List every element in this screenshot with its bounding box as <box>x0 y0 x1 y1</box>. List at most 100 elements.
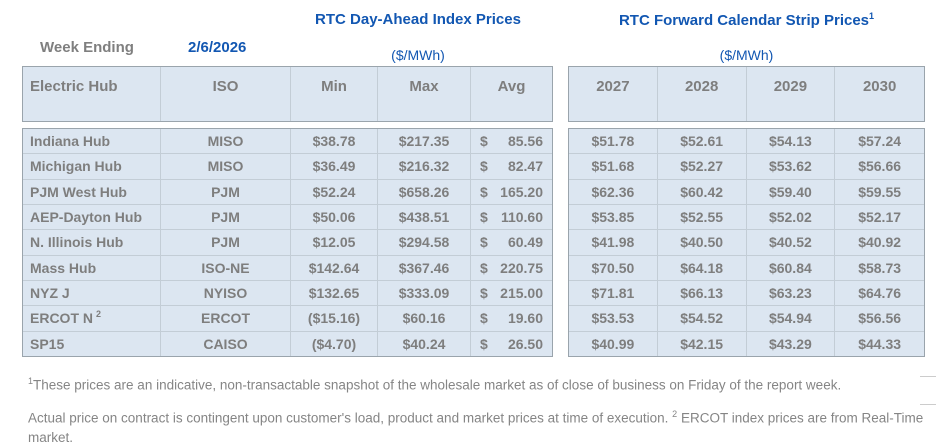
price-2028-cell: $60.42 <box>658 179 747 204</box>
price-2029-cell: $52.02 <box>747 204 836 230</box>
hub-name: Indiana Hub <box>30 133 111 150</box>
footnote-2-sup: 2 <box>672 408 678 419</box>
col-header-min: Min <box>291 67 378 121</box>
iso-cell: NYISO <box>161 280 291 306</box>
price-2030-cell: $40.92 <box>858 234 902 251</box>
avg-value: 60.49 <box>507 234 543 251</box>
avg-value: 165.20 <box>500 183 543 200</box>
max-cell: $367.46 <box>378 255 471 280</box>
iso-cell: ISO-NE <box>161 255 291 280</box>
table-row: Indiana Hub MISO $38.78 $217.35 $85.56 <box>23 129 552 155</box>
footnote-1-sup: 1 <box>28 376 34 386</box>
hub-cell: SP15 <box>23 331 161 356</box>
table-row: $62.36 $60.42 $59.40 $59.55 <box>569 179 924 205</box>
max-cell: $60.16 <box>378 306 471 331</box>
iso-cell: MISO <box>161 129 291 154</box>
currency-sign: $ <box>480 183 488 200</box>
price-2029-cell: $54.13 <box>747 129 836 154</box>
price-2027-cell: $71.81 <box>569 280 658 306</box>
price-2029-cell: $60.84 <box>747 255 836 280</box>
table-row: Mass Hub ISO-NE $142.64 $367.46 $220.75 <box>23 255 552 281</box>
price-2027-cell: $53.85 <box>569 204 658 230</box>
col-header-2030: 2030 <box>862 78 897 95</box>
avg-cell: $60.49 <box>471 230 552 254</box>
iso-cell: MISO <box>161 154 291 179</box>
avg-cell: $165.20 <box>471 180 552 204</box>
currency-sign: $ <box>480 209 488 226</box>
col-header-2027: 2027 <box>569 67 658 121</box>
price-2028-cell: $52.27 <box>658 154 747 179</box>
forward-strip-title-text: RTC Forward Calendar Strip Prices <box>618 12 870 29</box>
table-row: $51.78 $52.61 $54.13 $57.24 <box>569 129 924 155</box>
price-2029-cell: $59.40 <box>747 179 836 204</box>
hub-cell: Indiana Hub <box>23 129 161 154</box>
price-2028-cell: $52.61 <box>658 129 747 154</box>
table-row: NYZ J NYISO $132.65 $333.09 $215.00 <box>23 280 552 307</box>
price-2029-cell: $43.29 <box>747 331 836 356</box>
price-2030-cell: $59.55 <box>858 183 902 200</box>
week-ending-label: Week Ending <box>40 39 134 56</box>
price-2029-cell: $54.94 <box>747 306 836 331</box>
footnotes: 1These prices are an indicative, non-tra… <box>28 371 924 443</box>
avg-value: 82.47 <box>507 158 543 175</box>
forward-strip-table-body: $51.78 $52.61 $54.13 $57.24 $51.68 $52.2… <box>568 128 925 357</box>
gridline-artifact <box>920 404 936 405</box>
hub-name: ERCOT N <box>30 310 93 327</box>
day-ahead-header-row: Electric Hub ISO Min Max Avg <box>22 66 553 122</box>
min-cell: $142.64 <box>291 255 378 280</box>
avg-cell: $220.75 <box>471 256 552 280</box>
avg-value: 19.60 <box>507 310 543 327</box>
iso-cell: CAISO <box>161 331 291 356</box>
forward-strip-units: ($/MWh) <box>719 47 774 63</box>
price-2030-cell: $52.17 <box>858 209 902 226</box>
price-2027-cell: $51.68 <box>569 154 658 179</box>
price-2028-cell: $42.15 <box>658 331 747 356</box>
price-2030-cell: $56.56 <box>858 310 902 327</box>
table-row: N. Illinois Hub PJM $12.05 $294.58 $60.4… <box>23 230 552 256</box>
hub-name: N. Illinois Hub <box>30 234 124 251</box>
avg-cell: $215.00 <box>471 281 552 305</box>
price-2028-cell: $54.52 <box>658 306 747 331</box>
day-ahead-units: ($/MWh) <box>391 47 445 63</box>
max-cell: $217.35 <box>378 129 471 154</box>
avg-value: 110.60 <box>500 209 543 226</box>
col-header-max: Max <box>378 67 471 121</box>
hub-cell: Mass Hub <box>23 255 161 280</box>
min-cell: $52.24 <box>291 179 378 204</box>
price-2027-cell: $70.50 <box>569 255 658 280</box>
table-row: PJM West Hub PJM $52.24 $658.26 $165.20 <box>23 179 552 205</box>
currency-sign: $ <box>480 285 488 302</box>
avg-cell: $82.47 <box>471 154 552 178</box>
min-cell: $12.05 <box>291 230 378 255</box>
max-cell: $438.51 <box>378 204 471 230</box>
hub-cell: NYZ J <box>23 280 161 306</box>
max-cell: $294.58 <box>378 230 471 255</box>
table-row: SP15 CAISO ($4.70) $40.24 $26.50 <box>23 331 552 356</box>
col-header-avg: Avg <box>497 78 526 95</box>
avg-value: 85.56 <box>507 133 543 150</box>
currency-sign: $ <box>480 259 488 276</box>
avg-cell: $85.56 <box>471 129 552 153</box>
price-2030-cell: $58.73 <box>858 259 902 276</box>
max-cell: $216.32 <box>378 154 471 179</box>
week-ending-date: 2/6/2026 <box>188 39 247 56</box>
hub-name: NYZ J <box>30 285 70 302</box>
table-row: $53.85 $52.55 $52.02 $52.17 <box>569 204 924 231</box>
price-2027-cell: $41.98 <box>569 230 658 255</box>
price-2030-cell: $44.33 <box>858 335 902 352</box>
footnote-1-text: These prices are an indicative, non-tran… <box>33 377 842 393</box>
col-header-iso: ISO <box>161 67 291 121</box>
col-header-electric-hub: Electric Hub <box>23 67 161 121</box>
currency-sign: $ <box>480 234 488 251</box>
hub-name: SP15 <box>30 335 65 352</box>
table-row: $51.68 $52.27 $53.62 $56.66 <box>569 154 924 180</box>
hub-name: PJM West Hub <box>30 183 127 200</box>
table-row: Michigan Hub MISO $36.49 $216.32 $82.47 <box>23 154 552 180</box>
currency-sign: $ <box>480 310 488 327</box>
table-row: AEP-Dayton Hub PJM $50.06 $438.51 $110.6… <box>23 204 552 231</box>
price-2028-cell: $52.55 <box>658 204 747 230</box>
avg-value: 220.75 <box>500 259 543 276</box>
table-row: $53.53 $54.52 $54.94 $56.56 <box>569 306 924 332</box>
